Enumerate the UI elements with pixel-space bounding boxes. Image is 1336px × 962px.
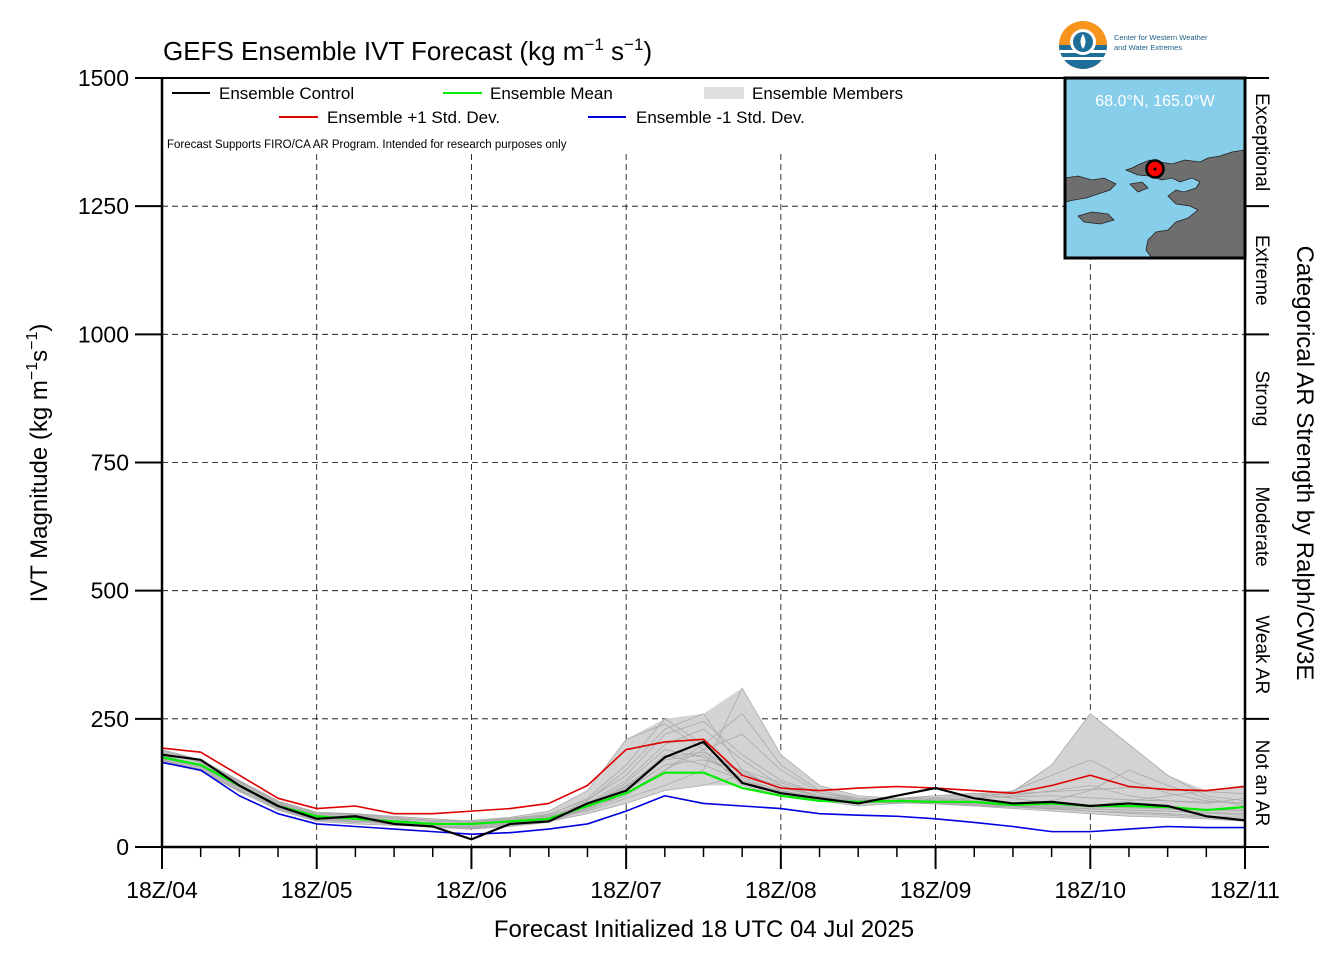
x-tick-labels: 18Z/04 18Z/05 18Z/06 18Z/07 18Z/08 18Z/09 18Z/… [126, 847, 1280, 903]
y-tick-label: 250 [91, 706, 129, 732]
location-marker-center [1153, 167, 1157, 171]
legend-label-plus-std: Ensemble +1 Std. Dev. [327, 108, 500, 127]
ensemble-member-line [161, 759, 1246, 828]
ensemble-member-line [161, 718, 1246, 823]
y-tick-label: 1250 [78, 193, 129, 219]
right-axis-label: Categorical AR Strength by Ralph/CW3E [1291, 246, 1318, 681]
x-tick-label: 18Z/08 [745, 877, 817, 903]
x-tick-label: 18Z/04 [126, 877, 198, 903]
x-tick-label: 18Z/09 [900, 877, 972, 903]
inset-map-land-west [1064, 175, 1117, 203]
ar-category-label: Not an AR [1251, 740, 1272, 827]
legend-swatch-members [704, 87, 744, 99]
y-tick-label: 1000 [78, 321, 129, 347]
inset-map-border [1063, 76, 1247, 260]
ar-category-label: Extreme [1251, 235, 1272, 306]
legend: Ensemble Control Ensemble Mean Ensemble … [167, 84, 903, 151]
legend-label-mean: Ensemble Mean [490, 84, 613, 103]
legend-label-members: Ensemble Members [752, 84, 903, 103]
ar-category-label: Moderate [1251, 486, 1272, 566]
inset-map-island [1077, 211, 1115, 225]
logo-text-line2: and Water Extremes [1114, 43, 1182, 52]
y-tick-label: 750 [91, 450, 129, 476]
x-tick-label: 18Z/06 [436, 877, 508, 903]
ensemble-member-line [161, 733, 1246, 829]
ensemble-member-line [161, 759, 1246, 828]
disclaimer-note: Forecast Supports FIRO/CA AR Program. In… [167, 139, 567, 151]
y-tick-label: 0 [116, 834, 129, 860]
grid-lines [162, 154, 1245, 847]
inset-map-location-label: 68.0°N, 165.0°W [1095, 93, 1215, 110]
plus-std-series-line [161, 738, 1246, 815]
x-tick-label: 18Z/05 [281, 877, 353, 903]
inset-map-island-2 [1129, 181, 1149, 193]
logo-text-line1: Center for Western Weather [1114, 33, 1208, 42]
cw3e-logo: Center for Western Weather and Water Ext… [1059, 21, 1208, 69]
chart-title: GEFS Ensemble IVT Forecast (kg m−1 s−1) [163, 35, 652, 66]
control-series-line [161, 740, 1246, 841]
minus-std-series-line [161, 761, 1245, 835]
ar-category-label: Exceptional [1251, 93, 1272, 191]
ar-category-labels: Not an AR Weak AR Moderate Strong Extreme Exc… [1251, 93, 1272, 826]
ar-category-label: Weak AR [1251, 615, 1272, 694]
inset-map: 68.0°N, 165.0°W [1063, 76, 1247, 260]
x-tick-label: 18Z/07 [590, 877, 662, 903]
y-axis-label: IVT Magnitude (kg m−1s−1) [24, 324, 53, 603]
y-tick-label: 500 [91, 578, 129, 604]
legend-label-minus-std: Ensemble -1 Std. Dev. [636, 108, 805, 127]
x-tick-label: 18Z/10 [1054, 877, 1126, 903]
series-lines [161, 738, 1246, 841]
x-tick-label: 18Z/11 [1210, 877, 1280, 903]
y-tick-label: 1500 [78, 65, 129, 91]
x-axis-label: Forecast Initialized 18 UTC 04 Jul 2025 [494, 916, 914, 943]
legend-label-control: Ensemble Control [219, 84, 354, 103]
ar-category-label: Strong [1251, 370, 1272, 426]
y-tick-labels: 0 250 500 750 1000 1250 1500 [78, 65, 1269, 860]
